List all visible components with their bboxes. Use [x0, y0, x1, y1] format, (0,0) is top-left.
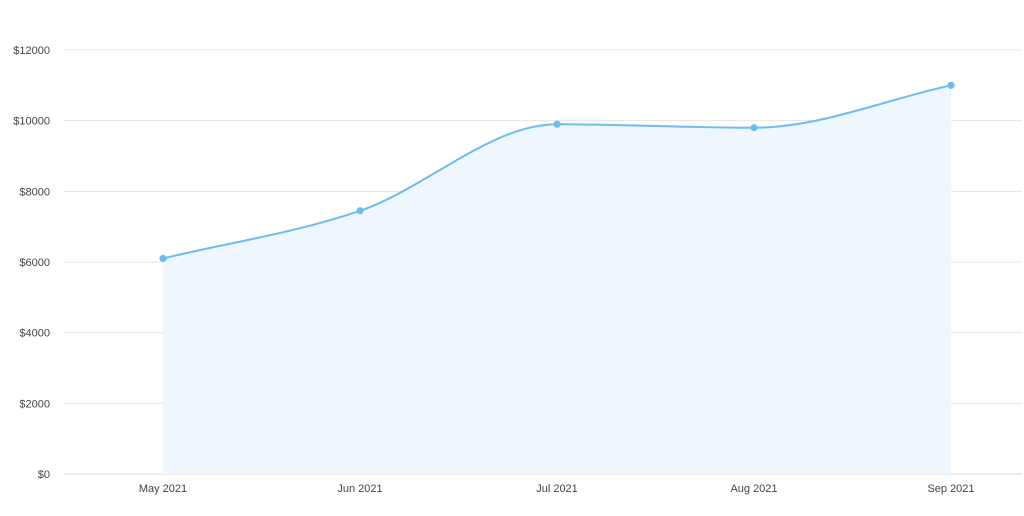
area-layer: [163, 85, 951, 474]
x-tick-label: Aug 2021: [730, 483, 777, 495]
y-tick-label: $10000: [13, 116, 50, 128]
series-area: [163, 85, 951, 474]
x-tick-label: Jul 2021: [536, 483, 578, 495]
x-tick-label: Sep 2021: [927, 483, 974, 495]
point-layer: [159, 81, 955, 263]
x-tick-label: May 2021: [139, 483, 187, 495]
data-point-jun-2021: [356, 207, 364, 215]
y-tick-label: $2000: [19, 398, 50, 410]
data-point-may-2021: [159, 254, 167, 263]
y-tick-label: $6000: [19, 257, 50, 269]
y-tick-label: $4000: [19, 328, 50, 340]
data-point-sep-2021: [947, 81, 955, 89]
y-axis: $0 $2000 $4000 $6000 $8000 $10000 $12000: [13, 45, 50, 481]
y-tick-label: $0: [38, 469, 50, 481]
y-tick-label: $12000: [13, 45, 50, 57]
data-point-aug-2021: [750, 124, 758, 132]
y-tick-label: $8000: [19, 186, 50, 198]
data-point-jul-2021: [553, 120, 561, 128]
x-tick-label: Jun 2021: [337, 483, 382, 495]
x-axis: May 2021 Jun 2021 Jul 2021 Aug 2021 Sep 2021: [139, 483, 975, 495]
